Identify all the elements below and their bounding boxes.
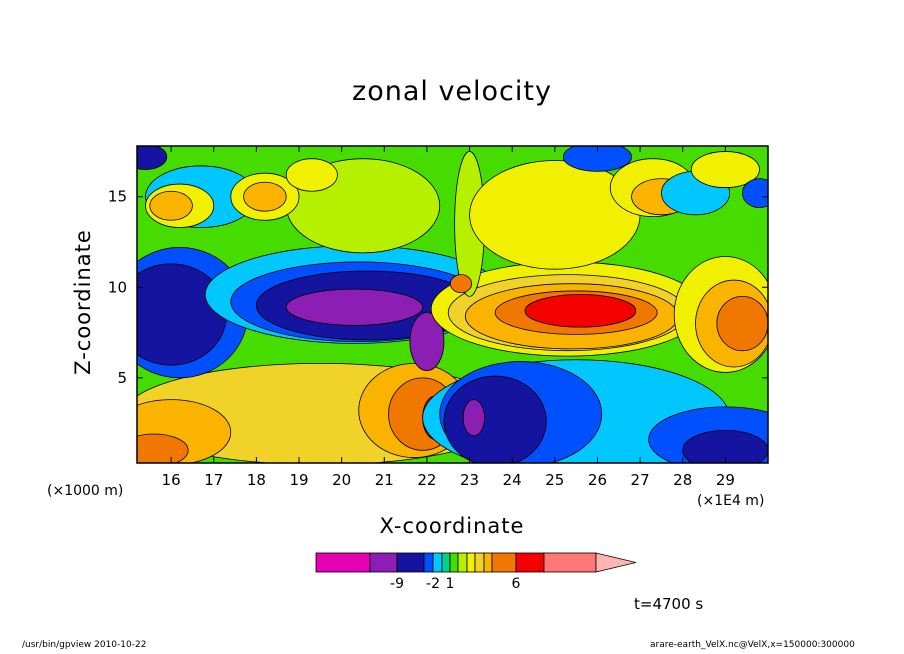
contour-region: [682, 430, 768, 463]
colorbar-swatch: [543, 552, 597, 573]
colorbar-swatch: [483, 552, 493, 573]
x-tick-label: 25: [545, 471, 564, 489]
chart-title: zonal velocity: [352, 76, 552, 107]
contour-region: [137, 146, 168, 170]
colorbar-swatch: [491, 552, 517, 573]
contour-region: [137, 263, 227, 366]
x-tick-label: 26: [588, 471, 607, 489]
contour-region: [462, 399, 485, 437]
contour-region: [409, 312, 445, 372]
footer-left: /usr/bin/gpview 2010-10-22: [22, 640, 147, 650]
colorbar-label: 6: [512, 576, 521, 592]
contour-region: [742, 178, 768, 208]
x-axis-label: X-coordinate: [379, 514, 525, 538]
colorbar-swatch: [432, 552, 443, 573]
plot-frame: [136, 145, 769, 464]
colorbar-swatch: [466, 552, 476, 573]
contour-region: [243, 181, 287, 212]
colorbar-label: -9: [390, 576, 404, 592]
x-tick-label: 19: [289, 471, 308, 489]
contour-region: [285, 158, 338, 192]
x-tick-label: 20: [332, 471, 351, 489]
footer-right: arare-earth_VelX.nc@VelX,x=150000:300000: [650, 640, 855, 650]
x-tick-label: 27: [631, 471, 650, 489]
contour-region: [524, 294, 637, 328]
contour-region: [285, 288, 424, 326]
y-unit-label: (×1000 m): [47, 483, 124, 499]
x-unit-label: (×1E4 m): [697, 493, 765, 509]
x-tick-label: 22: [417, 471, 436, 489]
contour-region: [716, 295, 768, 352]
colorbar-swatch: [457, 552, 468, 573]
colorbar-swatch: [423, 552, 434, 573]
x-tick-label: 24: [503, 471, 522, 489]
colorbar-swatch: [449, 552, 459, 573]
x-tick-label: 18: [247, 471, 266, 489]
colorbar-swatch: [515, 552, 545, 573]
x-tick-label: 28: [673, 471, 692, 489]
colorbar-swatch: [441, 552, 451, 573]
colorbar-swatch: [369, 552, 398, 573]
y-tick-label: 15: [108, 188, 127, 206]
x-tick-label: 17: [204, 471, 223, 489]
colorbar-swatch: [396, 552, 425, 573]
colorbar: -9 -2 1 6: [315, 552, 637, 592]
colorbar-swatch: [315, 552, 371, 573]
contour-region: [562, 146, 632, 172]
y-tick-label: 5: [117, 369, 127, 387]
y-ticks: 5 10 15: [108, 188, 768, 387]
x-tick-label: 21: [375, 471, 394, 489]
colorbar-label: 1: [446, 576, 455, 592]
colorbar-label: -2: [426, 576, 440, 592]
time-label: t=4700 s: [634, 595, 704, 613]
contour-region: [137, 433, 189, 463]
contour-region: [443, 375, 547, 463]
contour-region: [149, 190, 193, 221]
y-tick-label: 10: [108, 278, 127, 296]
x-tick-label: 16: [162, 471, 181, 489]
colorbar-swatch: [474, 552, 485, 573]
velocity-field: [137, 146, 768, 463]
x-ticks: 16 17 18 19 20 21 22 23 24 25 26 27 28 29: [162, 146, 735, 489]
x-tick-label: 29: [716, 471, 735, 489]
x-tick-label: 23: [460, 471, 479, 489]
contour-region: [449, 274, 473, 294]
colorbar-arrow: [595, 552, 637, 573]
